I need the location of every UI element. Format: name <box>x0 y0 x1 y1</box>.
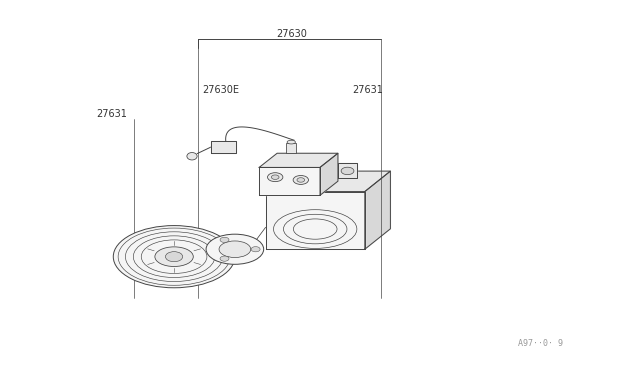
Ellipse shape <box>113 225 235 288</box>
Text: A97··0· 9: A97··0· 9 <box>518 339 563 348</box>
Text: 27631: 27631 <box>97 109 127 119</box>
Polygon shape <box>266 192 365 249</box>
Circle shape <box>297 178 305 182</box>
Text: 27630: 27630 <box>276 29 307 39</box>
Ellipse shape <box>287 140 296 144</box>
Polygon shape <box>211 141 236 153</box>
Circle shape <box>220 256 229 261</box>
Ellipse shape <box>219 241 251 257</box>
Circle shape <box>293 176 308 185</box>
Ellipse shape <box>187 153 197 160</box>
Circle shape <box>268 173 283 182</box>
Circle shape <box>220 237 229 243</box>
Ellipse shape <box>155 247 193 266</box>
Circle shape <box>341 167 354 175</box>
Bar <box>286 143 296 153</box>
Circle shape <box>251 247 260 252</box>
Polygon shape <box>259 153 338 167</box>
Circle shape <box>165 251 183 262</box>
Polygon shape <box>338 164 357 179</box>
Polygon shape <box>365 171 390 249</box>
Text: 27631: 27631 <box>353 85 383 95</box>
Text: 27630E: 27630E <box>202 85 239 95</box>
Polygon shape <box>266 171 390 192</box>
Ellipse shape <box>206 234 264 264</box>
Polygon shape <box>259 167 320 195</box>
Polygon shape <box>320 153 338 195</box>
Circle shape <box>271 175 279 179</box>
